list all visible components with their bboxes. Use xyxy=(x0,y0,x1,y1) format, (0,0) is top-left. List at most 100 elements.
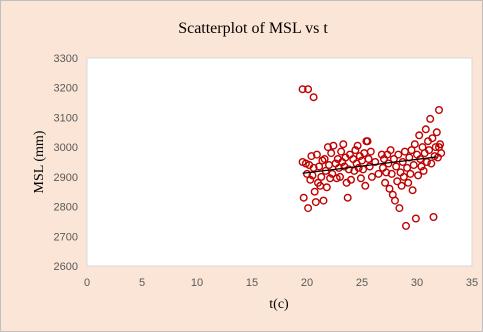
data-point xyxy=(387,169,396,178)
data-point xyxy=(303,169,312,178)
data-point xyxy=(317,172,326,181)
data-point xyxy=(347,175,356,184)
data-point xyxy=(403,163,412,172)
data-point xyxy=(391,196,400,205)
data-point xyxy=(377,150,386,159)
data-point xyxy=(435,105,444,114)
data-point xyxy=(392,162,401,171)
data-point xyxy=(410,140,419,149)
data-point xyxy=(310,187,319,196)
data-point xyxy=(408,186,417,195)
y-tick-label: 3300 xyxy=(54,53,78,65)
data-point xyxy=(414,171,423,180)
data-point xyxy=(367,172,376,181)
y-tick-label: 2700 xyxy=(54,231,78,243)
data-point xyxy=(361,181,370,190)
data-point xyxy=(407,146,416,155)
data-point xyxy=(411,214,420,223)
data-point xyxy=(395,204,404,213)
y-tick-label: 3200 xyxy=(54,83,78,95)
data-point xyxy=(353,141,362,150)
trendline xyxy=(302,156,437,174)
data-point xyxy=(428,134,437,143)
y-tick-label: 3100 xyxy=(54,112,78,124)
y-tick-label: 2600 xyxy=(54,261,78,273)
data-point xyxy=(421,125,430,134)
data-point xyxy=(427,159,436,168)
data-point xyxy=(356,174,365,183)
data-point xyxy=(354,163,363,172)
data-point xyxy=(304,85,313,94)
data-point xyxy=(425,146,434,155)
x-tick-label: 20 xyxy=(301,277,313,289)
y-tick-label: 3000 xyxy=(54,142,78,154)
data-point xyxy=(327,149,336,158)
data-point xyxy=(417,162,426,171)
data-point xyxy=(402,221,411,230)
data-point xyxy=(363,137,372,146)
data-point xyxy=(415,131,424,140)
x-tick-label: 35 xyxy=(466,277,478,289)
plot-area xyxy=(86,57,473,267)
y-axis-ticks: 2600 2700 2800 2900 3000 3100 3200 3300 xyxy=(54,53,78,273)
chart-title: Scatterplot of MSL vs t xyxy=(178,20,328,37)
data-point xyxy=(435,143,444,152)
x-tick-label: 30 xyxy=(411,277,423,289)
x-axis-label: t(c) xyxy=(269,297,289,312)
data-point xyxy=(381,178,390,187)
data-point xyxy=(339,140,348,149)
data-point xyxy=(328,169,337,178)
data-point xyxy=(309,163,318,172)
data-point xyxy=(374,169,383,178)
data-point xyxy=(371,157,380,166)
data-point xyxy=(393,177,402,186)
data-point xyxy=(304,204,313,213)
data-point xyxy=(385,184,394,193)
data-points xyxy=(298,85,446,230)
data-point xyxy=(365,162,374,171)
data-point xyxy=(336,172,345,181)
data-point xyxy=(397,181,406,190)
data-point xyxy=(351,146,360,155)
data-point xyxy=(329,141,338,150)
data-point xyxy=(315,162,324,171)
data-point xyxy=(394,150,403,159)
data-point xyxy=(409,160,418,169)
data-point xyxy=(307,152,316,161)
data-point xyxy=(404,178,413,187)
data-point xyxy=(343,193,352,202)
x-tick-label: 15 xyxy=(246,277,258,289)
data-point xyxy=(406,169,415,178)
data-point xyxy=(298,85,307,94)
data-point xyxy=(337,147,346,156)
data-point xyxy=(309,93,318,102)
data-point xyxy=(311,198,320,207)
data-point xyxy=(426,114,435,123)
x-tick-label: 10 xyxy=(191,277,203,289)
data-point xyxy=(306,175,315,184)
x-axis-ticks: 0 5 10 15 20 25 30 35 xyxy=(84,277,478,289)
data-point xyxy=(344,165,353,174)
x-tick-label: 25 xyxy=(356,277,368,289)
data-point xyxy=(299,193,308,202)
data-point xyxy=(382,168,391,177)
data-point xyxy=(429,212,438,221)
data-point xyxy=(323,143,332,152)
data-point xyxy=(366,147,375,156)
y-tick-label: 2800 xyxy=(54,202,78,214)
data-point xyxy=(399,172,408,181)
data-point xyxy=(319,196,328,205)
data-point xyxy=(386,146,395,155)
data-point xyxy=(322,183,331,192)
y-axis-label: MSL (mm) xyxy=(32,130,47,193)
x-tick-label: 0 xyxy=(84,277,90,289)
data-point xyxy=(320,154,329,163)
y-tick-label: 2900 xyxy=(54,172,78,184)
data-point xyxy=(432,128,441,137)
data-point xyxy=(419,166,428,175)
data-point xyxy=(312,150,321,159)
data-point xyxy=(364,154,373,163)
x-tick-label: 5 xyxy=(139,277,145,289)
